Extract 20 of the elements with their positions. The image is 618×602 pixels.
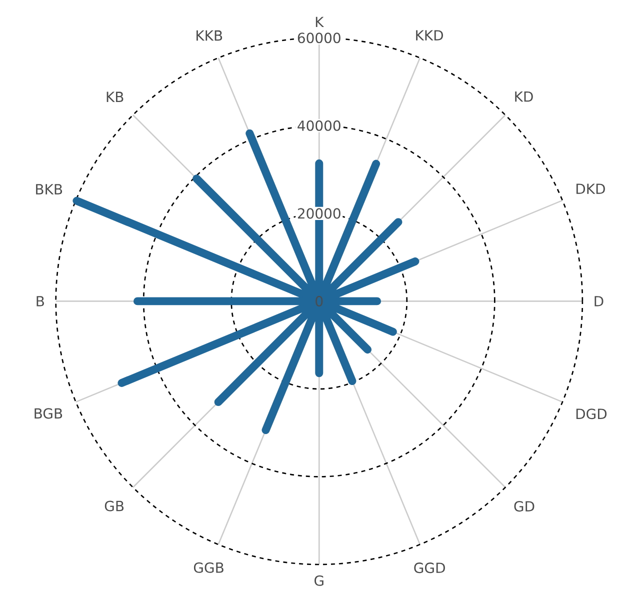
spoke-label: GD (514, 500, 534, 512)
spoke-label: KKB (196, 30, 222, 40)
spoke-label: KKD (416, 30, 443, 40)
spoke-label: BGB (34, 408, 62, 419)
spoke-label: B (36, 296, 44, 306)
spoke-label: GGB (194, 562, 224, 573)
spoke-label: GB (104, 500, 124, 512)
spoke-label: BKB (36, 184, 62, 194)
spoke-label: DKD (576, 184, 605, 194)
y-tick-label: 40000 (298, 120, 340, 131)
spoke-label: KD (515, 91, 533, 102)
y-tick-label: 20000 (298, 208, 340, 219)
y-tick-label: 0 (316, 296, 323, 306)
y-tick-label: 60000 (298, 32, 340, 43)
spoke-label: DGD (576, 408, 607, 419)
spoke-label: D (594, 296, 604, 306)
spoke-label: GGD (414, 562, 445, 573)
spoke-label: G (314, 575, 324, 586)
spoke-label: KB (106, 92, 124, 102)
spoke-label: K (316, 16, 324, 27)
